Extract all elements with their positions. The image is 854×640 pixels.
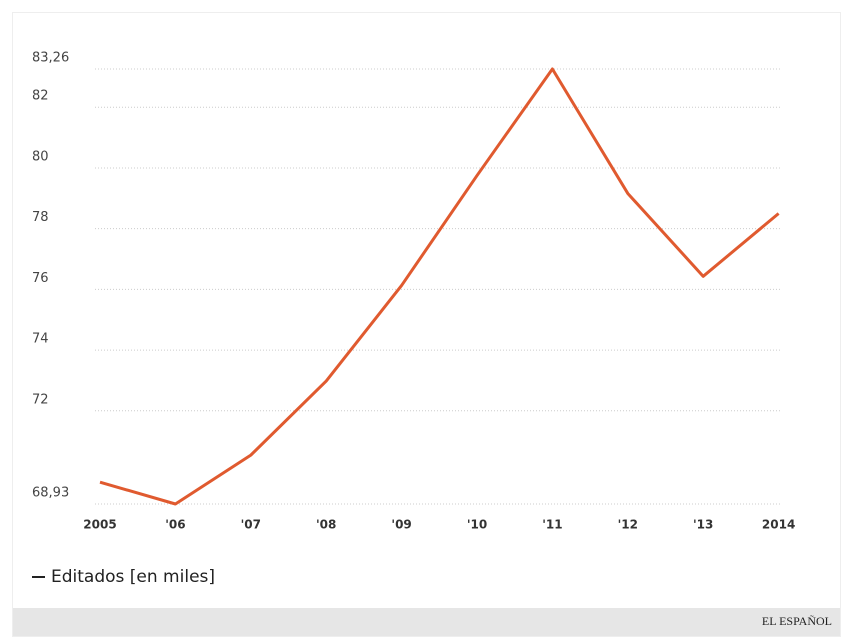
x-tick-label: '06 — [165, 518, 185, 532]
x-tick-label: 2005 — [83, 518, 116, 532]
y-tick-label: 82 — [32, 89, 49, 104]
x-tick-label: '08 — [316, 518, 336, 532]
y-tick-label: 78 — [32, 210, 49, 225]
x-tick-label: '10 — [467, 518, 487, 532]
y-tick-label: 72 — [32, 392, 49, 407]
y-tick-label: 76 — [32, 271, 49, 286]
x-tick-label: '12 — [618, 518, 638, 532]
x-tick-label: '13 — [693, 518, 713, 532]
x-tick-label: '07 — [241, 518, 261, 532]
y-tick-label: 83,26 — [32, 51, 69, 66]
data-line — [99, 67, 780, 506]
footer-bar — [13, 608, 840, 636]
y-tick-label: 80 — [32, 149, 49, 164]
card — [12, 12, 841, 637]
x-tick-label: '11 — [542, 518, 562, 532]
x-tick-label: '09 — [391, 518, 411, 532]
y-tick-label: 74 — [32, 332, 49, 347]
x-tick-label: 2014 — [762, 518, 795, 532]
legend-label: Editados [en miles] — [51, 567, 215, 587]
source: EL ESPAÑOL — [762, 614, 832, 628]
y-tick-label: 68,93 — [32, 486, 69, 501]
